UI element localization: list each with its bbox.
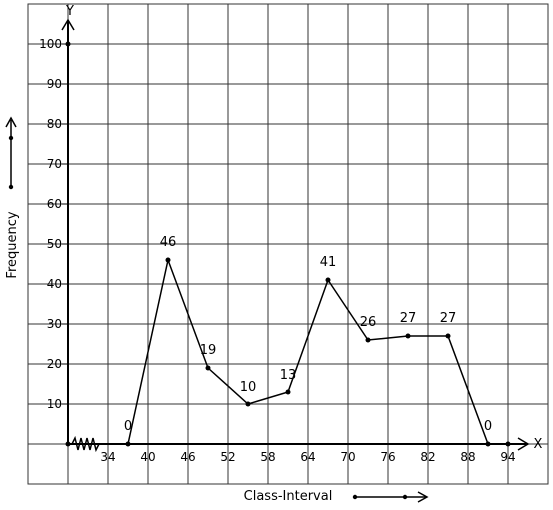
y-tick-label: 30 xyxy=(47,317,62,331)
x-tick-label: 34 xyxy=(100,450,115,464)
x-tick-label: 94 xyxy=(500,450,515,464)
x-tick-label: 64 xyxy=(300,450,315,464)
y-tick-label: 20 xyxy=(47,357,62,371)
data-label: 19 xyxy=(200,343,217,358)
data-point xyxy=(445,333,451,339)
data-label: 0 xyxy=(124,419,132,434)
data-label: 41 xyxy=(320,255,337,270)
y-tick-label: 50 xyxy=(47,237,62,251)
data-label: 26 xyxy=(360,315,377,330)
direction-arrows xyxy=(5,116,429,503)
y-tick-label: 70 xyxy=(47,157,62,171)
data-label: 46 xyxy=(160,235,177,250)
data-point xyxy=(365,337,371,343)
data-point xyxy=(245,401,251,407)
data-series: 0 46 19 10 13 41 26 27 27 0 xyxy=(124,235,492,447)
y-axis-arrowhead xyxy=(61,18,75,31)
data-point xyxy=(205,365,211,371)
origin-point xyxy=(65,441,71,447)
data-label: 10 xyxy=(240,380,257,395)
x-tick-label: 76 xyxy=(380,450,395,464)
x-tick-label: 70 xyxy=(340,450,355,464)
y-axis-title: Frequency xyxy=(5,211,20,278)
y-axis-letter: Y xyxy=(65,4,74,19)
x-tick-label: 88 xyxy=(460,450,475,464)
x-tick-label: 58 xyxy=(260,450,275,464)
frequency-polygon-line xyxy=(127,257,489,445)
data-point xyxy=(125,441,131,447)
y-tick-label: 10 xyxy=(47,397,62,411)
axis-labels: Y X Class-Interval Frequency xyxy=(5,4,543,504)
x-tick-label: 46 xyxy=(180,450,195,464)
y-tick-label: 40 xyxy=(47,277,62,291)
y-tick-label: 90 xyxy=(47,77,62,91)
data-point xyxy=(285,389,291,395)
data-label: 0 xyxy=(484,419,492,434)
x-axis-title: Class-Interval xyxy=(244,489,333,504)
data-label: 13 xyxy=(280,368,297,383)
data-point xyxy=(325,277,331,283)
x-end-point xyxy=(505,441,511,447)
xlabel-arrow-dot xyxy=(352,494,358,500)
y-tick-label: 60 xyxy=(47,197,62,211)
data-label: 27 xyxy=(400,311,417,326)
x-axis-arrowhead xyxy=(517,437,530,451)
x-axis-break xyxy=(71,435,100,453)
data-point xyxy=(165,257,171,263)
xlabel-arrow-dot xyxy=(402,494,408,500)
data-point xyxy=(485,441,491,447)
y-tick-label: 80 xyxy=(47,117,62,131)
grid xyxy=(27,3,549,485)
ylabel-arrow-dot xyxy=(8,184,14,190)
x-tick-label: 82 xyxy=(420,450,435,464)
axes xyxy=(61,18,530,453)
ylabel-arrow-dot xyxy=(8,135,14,141)
x-tick-label: 52 xyxy=(220,450,235,464)
y-tick-label: 100 xyxy=(39,37,62,51)
xlabel-arrowhead xyxy=(417,491,429,503)
x-tick-label: 40 xyxy=(140,450,155,464)
ylabel-arrowhead xyxy=(5,116,17,128)
x-axis-letter: X xyxy=(534,437,543,452)
data-point xyxy=(405,333,411,339)
data-label: 27 xyxy=(440,311,457,326)
